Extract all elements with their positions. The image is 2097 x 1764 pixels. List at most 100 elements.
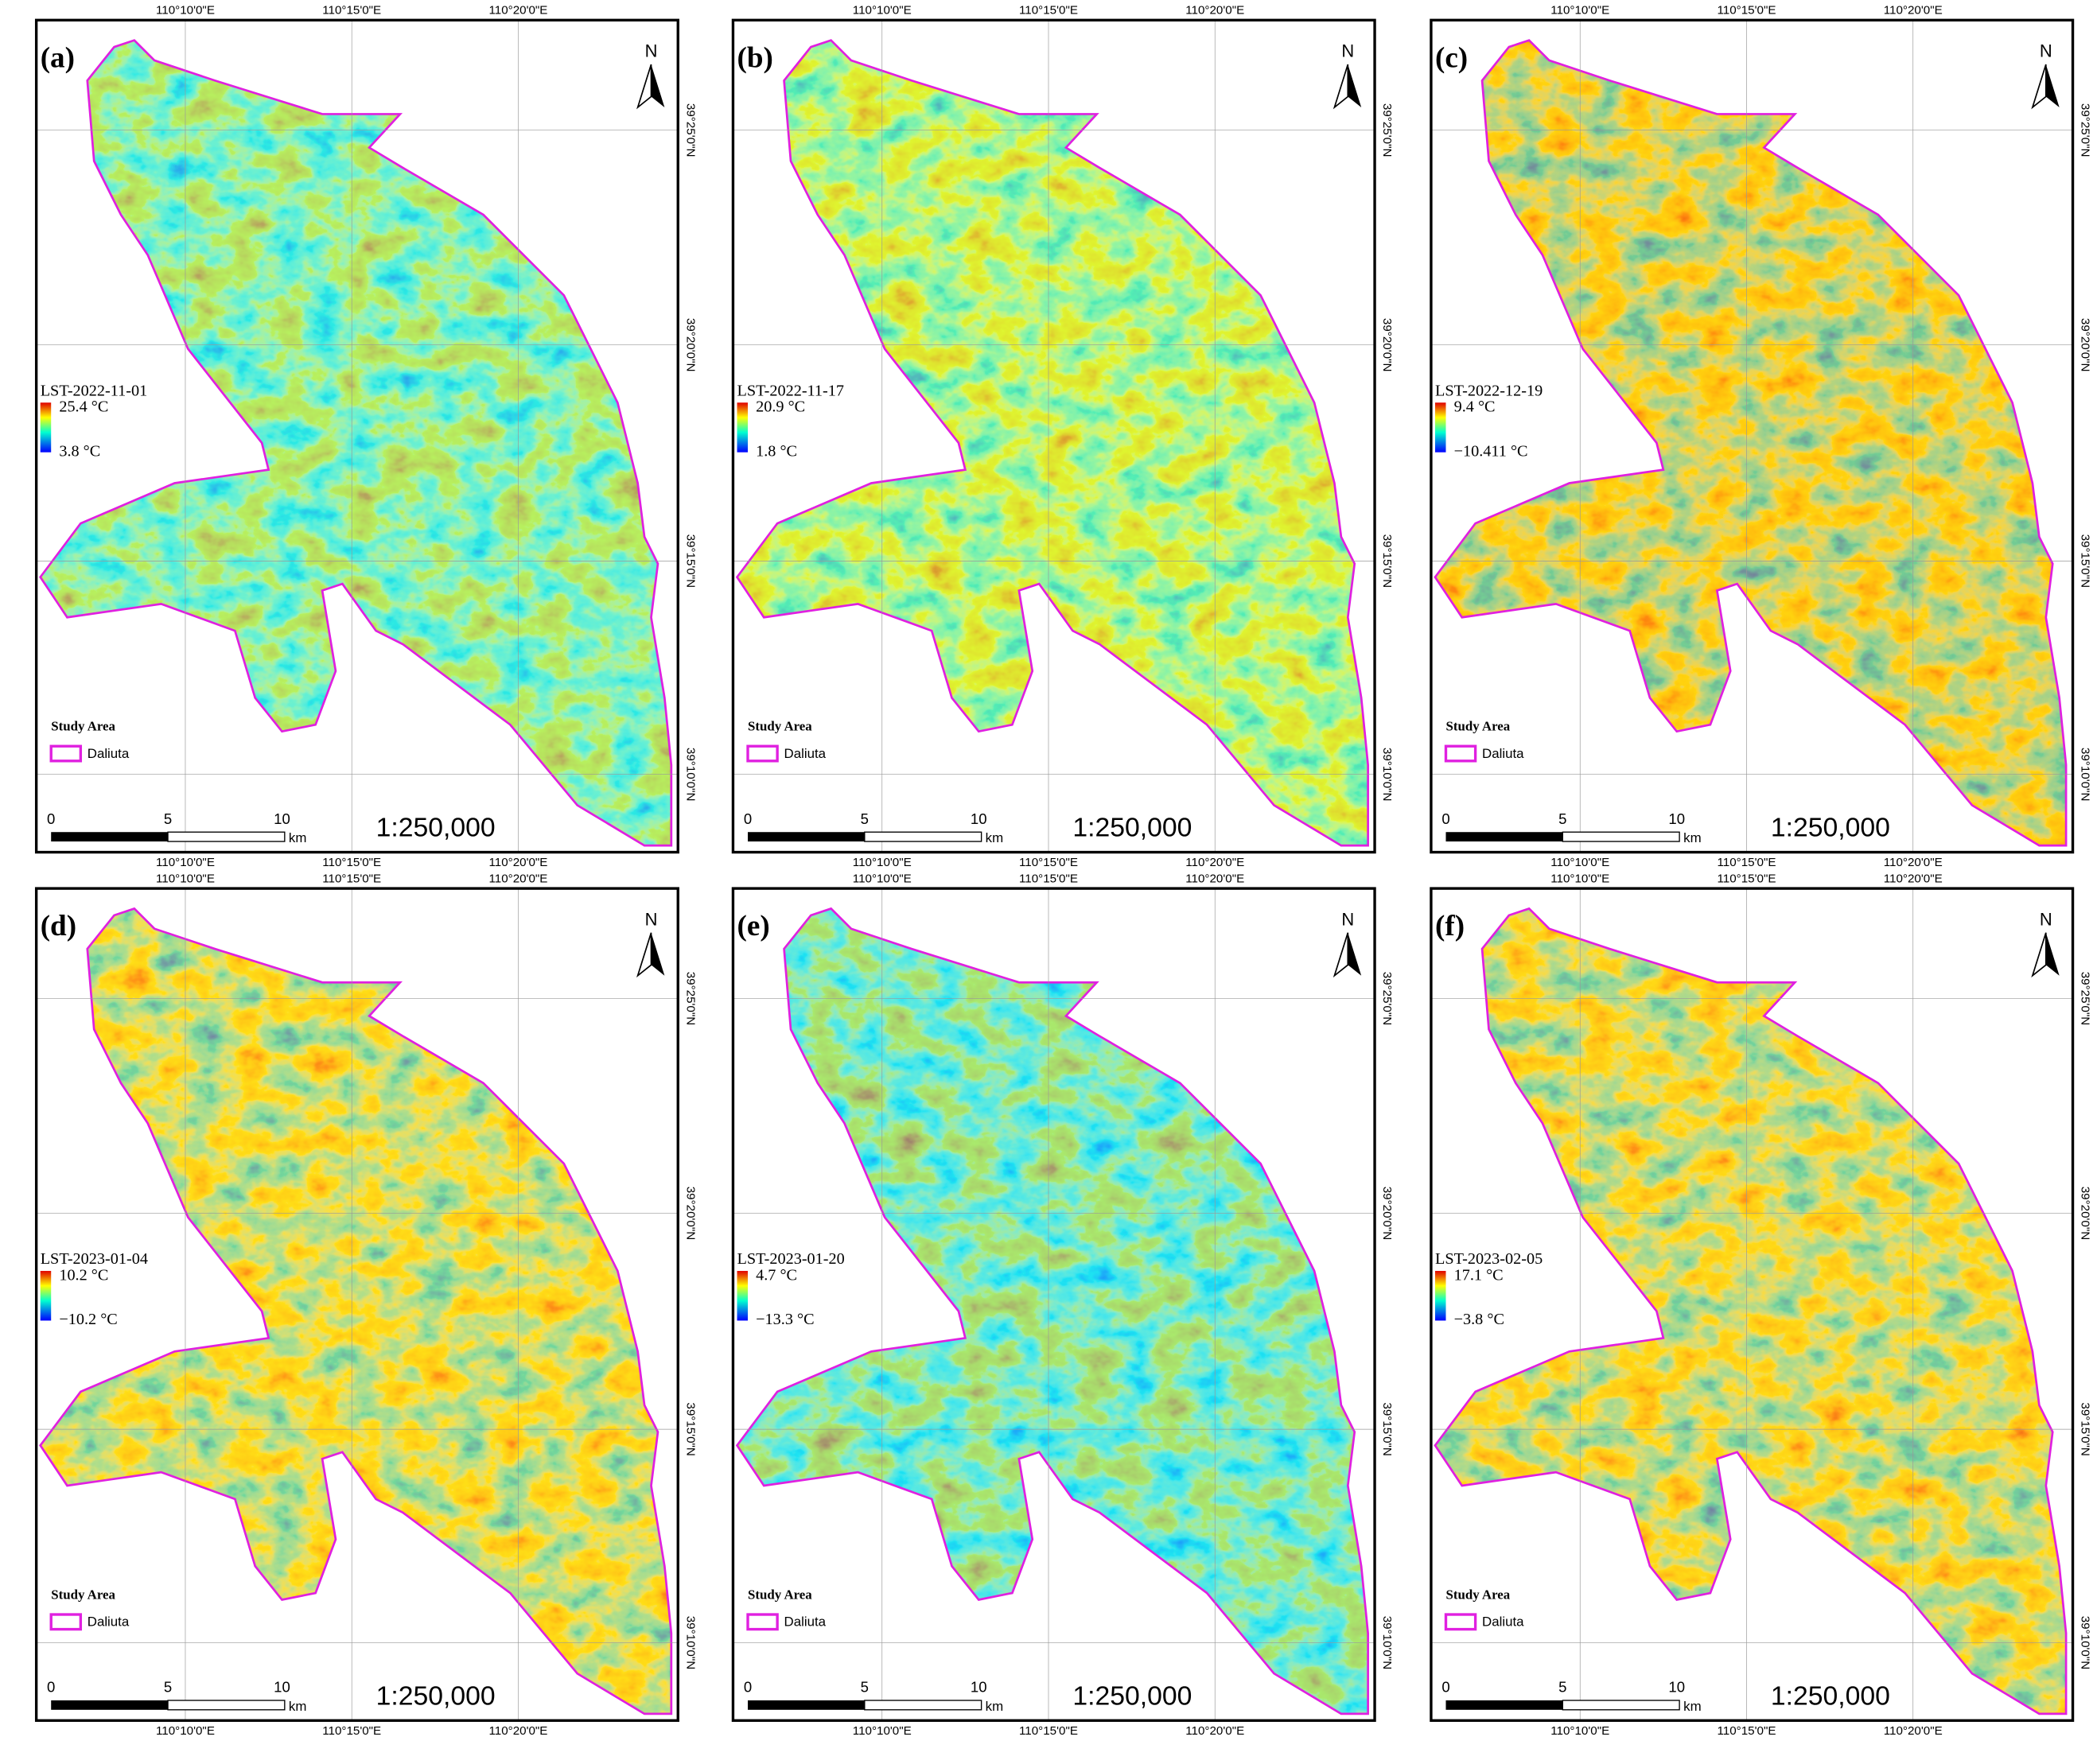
latitude-label: 39°10'0"N [2079, 1616, 2092, 1670]
panel-label: (a) [41, 41, 75, 74]
panel-frame [1430, 18, 2075, 854]
scale-bar [748, 1700, 865, 1710]
lst-min: −10.2 °C [59, 1311, 117, 1328]
latitude-label: 39°15'0"N [1380, 1402, 1394, 1456]
scale-tick: 5 [1558, 810, 1566, 827]
study-area-outline [1434, 39, 2068, 847]
scale-tick: 0 [1441, 810, 1449, 827]
longitude-label: 110°15'0"E [1019, 872, 1078, 885]
map-panel: 110°10'0"E 110°10'0"E 110°15'0"E 110°15'0"E… [731, 4, 1394, 869]
longitude-label: 110°20'0"E [1884, 1724, 1943, 1738]
panel-label: (d) [41, 910, 76, 942]
lst-min: 1.8 °C [756, 442, 797, 460]
lst-ramp [40, 1271, 52, 1321]
longitude-label: 110°10'0"E [1550, 872, 1609, 885]
map-panel: 110°10'0"E 110°10'0"E 110°15'0"E 110°15'0"E… [1430, 4, 2092, 869]
study-area-outline [735, 907, 1369, 1715]
scale-tick: 10 [1668, 810, 1685, 827]
latitude-label: 39°15'0"N [683, 534, 697, 589]
study-area-outline [735, 39, 1369, 847]
longitude-label: 110°20'0"E [488, 856, 547, 869]
legend-swatch [1444, 1613, 1477, 1631]
longitude-label: 110°10'0"E [1550, 856, 1609, 869]
scale-ratio: 1:250,000 [1072, 813, 1192, 843]
legend-item: Daliuta [1482, 1614, 1524, 1630]
lst-title: LST-2023-01-04 [41, 1250, 148, 1268]
north-arrow [651, 932, 665, 976]
scale-tick: 5 [861, 810, 869, 827]
legend-swatch [49, 744, 83, 763]
longitude-label: 110°15'0"E [322, 1724, 381, 1738]
scale-bar [1562, 1700, 1680, 1711]
legend-title: Study Area [1445, 1587, 1510, 1602]
panel-frame [731, 887, 1376, 1723]
lst-ramp [737, 402, 749, 453]
scale-bar [1445, 832, 1563, 842]
lst-title: LST-2023-01-20 [737, 1250, 845, 1268]
lst-min: −13.3 °C [756, 1311, 814, 1328]
legend-item: Daliuta [1482, 746, 1524, 761]
longitude-label: 110°10'0"E [156, 872, 215, 885]
scale-unit: km [986, 1699, 1003, 1714]
scale-unit: km [289, 1699, 306, 1714]
legend-swatch [746, 1613, 779, 1631]
lst-ramp [737, 1271, 749, 1321]
longitude-label: 110°10'0"E [853, 872, 912, 885]
legend-item: Daliuta [88, 1614, 130, 1630]
lst-max: 25.4 °C [59, 398, 108, 416]
longitude-label: 110°10'0"E [853, 1724, 912, 1738]
scale-tick: 0 [47, 1679, 55, 1696]
scale-bar [51, 1700, 169, 1710]
longitude-label: 110°20'0"E [1884, 872, 1943, 885]
scale-tick: 5 [164, 810, 172, 827]
longitude-label: 110°20'0"E [488, 1724, 547, 1738]
longitude-label: 110°10'0"E [156, 4, 215, 17]
legend-item: Daliuta [88, 746, 130, 761]
latitude-label: 39°10'0"N [683, 748, 697, 802]
scale-ratio: 1:250,000 [1072, 1681, 1192, 1712]
longitude-label: 110°10'0"E [853, 4, 912, 17]
scale-ratio: 1:250,000 [1771, 813, 1890, 843]
longitude-label: 110°20'0"E [1185, 1724, 1244, 1738]
lst-max: 4.7 °C [756, 1266, 797, 1284]
north-label: N [2040, 41, 2052, 61]
north-arrow [1333, 932, 1349, 978]
scale-bar [864, 1700, 982, 1711]
panel-frame [731, 18, 1376, 854]
longitude-label: 110°15'0"E [322, 856, 381, 869]
scale-tick: 0 [47, 810, 55, 827]
latitude-label: 39°20'0"N [683, 318, 697, 372]
scale-tick: 5 [861, 1679, 869, 1696]
lst-min: 3.8 °C [59, 442, 100, 460]
study-area-outline [39, 907, 673, 1715]
legend-title: Study Area [51, 1587, 115, 1602]
scale-unit: km [986, 830, 1003, 845]
lst-title: LST-2022-11-01 [41, 382, 148, 399]
latitude-label: 39°10'0"N [1380, 1616, 1394, 1670]
lst-max: 20.9 °C [756, 398, 805, 416]
longitude-label: 110°10'0"E [156, 856, 215, 869]
legend-title: Study Area [1445, 718, 1510, 733]
scale-tick: 10 [971, 810, 987, 827]
longitude-label: 110°20'0"E [488, 872, 547, 885]
latitude-label: 39°25'0"N [1380, 972, 1394, 1026]
north-label: N [645, 909, 658, 929]
north-arrow [651, 64, 665, 107]
latitude-label: 39°20'0"N [683, 1187, 697, 1241]
longitude-label: 110°15'0"E [1019, 1724, 1078, 1738]
scale-tick: 0 [1441, 1679, 1449, 1696]
map-panel: 110°10'0"E 110°10'0"E 110°15'0"E 110°15'0"E… [34, 4, 697, 869]
panel-label: (e) [737, 910, 770, 942]
latitude-label: 39°25'0"N [2079, 972, 2092, 1026]
latitude-label: 39°20'0"N [2079, 1187, 2092, 1241]
latitude-label: 39°25'0"N [1380, 103, 1394, 157]
longitude-label: 110°20'0"E [488, 4, 547, 17]
scale-tick: 5 [164, 1679, 172, 1696]
longitude-label: 110°15'0"E [322, 4, 381, 17]
longitude-label: 110°15'0"E [1717, 856, 1776, 869]
study-area-outline [39, 39, 673, 847]
legend-swatch [49, 1613, 83, 1631]
lst-title: LST-2022-12-19 [1435, 382, 1543, 399]
longitude-label: 110°15'0"E [1717, 872, 1776, 885]
